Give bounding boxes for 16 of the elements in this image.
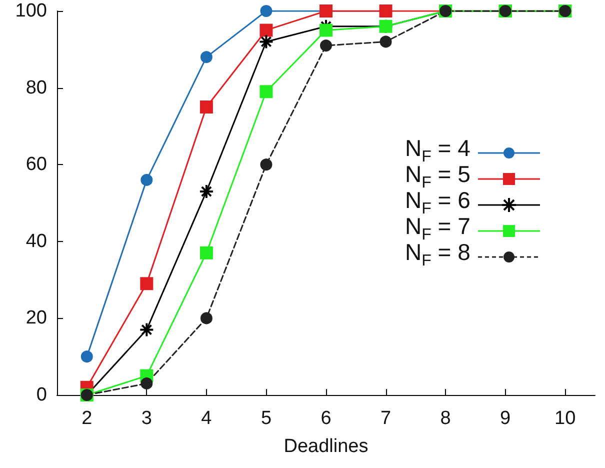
y-tick-label: 20 [26, 308, 47, 329]
x-axis-title: Deadlines [284, 436, 368, 457]
x-tick-label: 6 [320, 408, 332, 429]
y-tick-label: 40 [26, 230, 47, 252]
x-tick-label: 2 [82, 408, 92, 429]
y-tick-label: 100 [15, 0, 47, 22]
y-tick-label: 80 [26, 77, 47, 98]
x-tick-label: 9 [500, 408, 511, 429]
y-tick-label: 60 [26, 154, 47, 176]
x-tick-label: 10 [554, 408, 576, 429]
y-tick-label: 0 [36, 384, 47, 406]
x-tick-label: 7 [380, 408, 392, 429]
x-tick-label: 8 [440, 408, 451, 429]
x-tick-label: 5 [260, 408, 272, 429]
x-tick-label: 4 [201, 408, 212, 429]
x-tick-label: 3 [141, 408, 152, 429]
